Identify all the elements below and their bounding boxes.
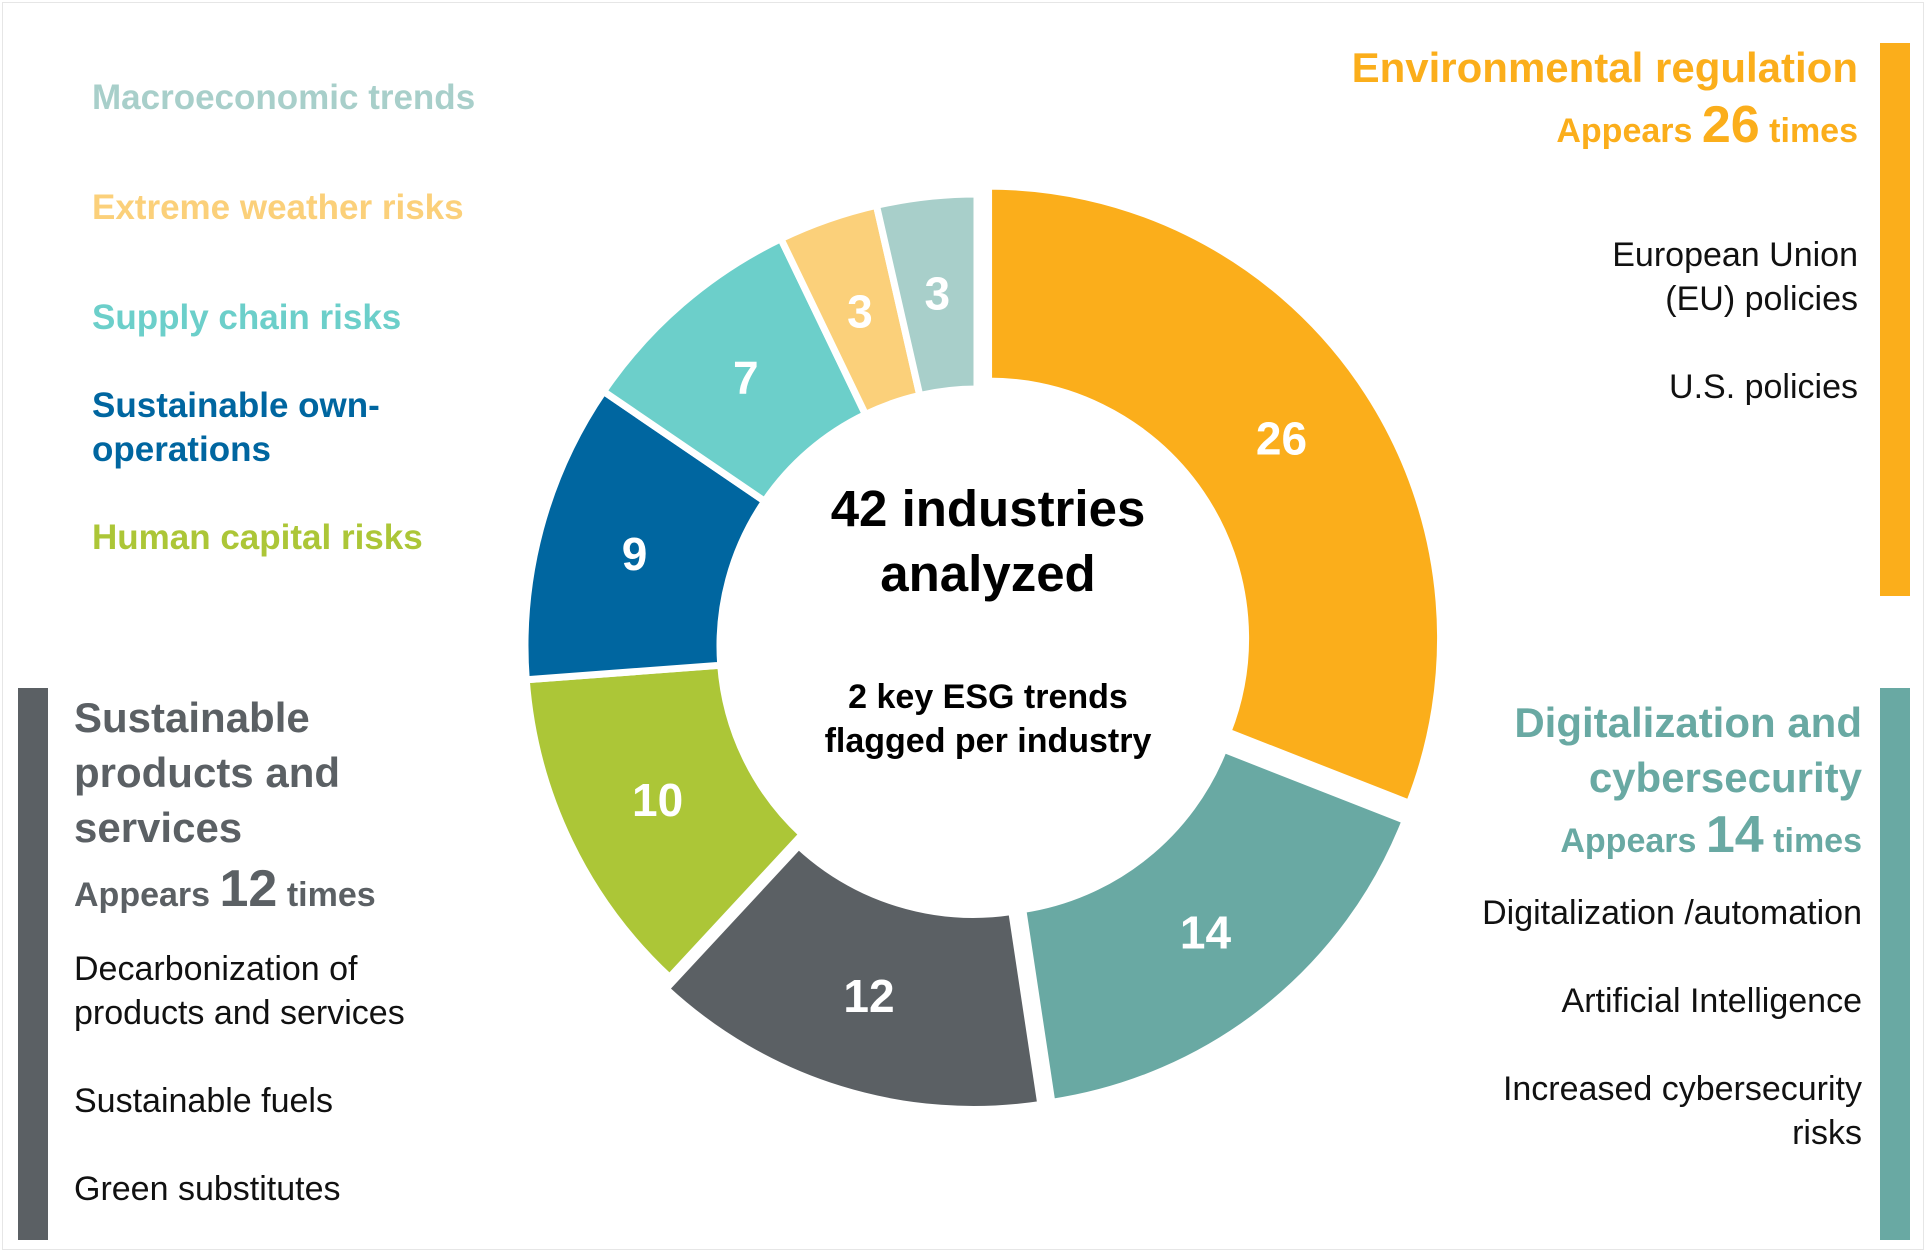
callout-title: Sustainable products and services xyxy=(74,694,341,851)
segment-value-label: 10 xyxy=(632,774,683,826)
appears-count: 12 xyxy=(219,860,278,918)
callout-item: Increased cybersecurity risks xyxy=(1502,1070,1862,1152)
segment-value-label: 9 xyxy=(622,528,648,580)
center-title-line1: 42 industries xyxy=(831,480,1146,537)
callout-bar-environmental xyxy=(1880,43,1910,596)
center-subtitle-line2: flagged per industry xyxy=(825,722,1152,760)
segment-value-label: 12 xyxy=(843,970,894,1022)
callout-environmental: Environmental regulation Appears 26 time… xyxy=(1258,40,1858,409)
callout-item: Digitalization /automation xyxy=(1482,894,1862,932)
callout-item: Sustainable fuels xyxy=(74,1082,333,1120)
callout-item: Green substitutes xyxy=(74,1170,341,1208)
appears-label: Appears xyxy=(1556,112,1693,150)
segment-value-label: 26 xyxy=(1256,412,1307,464)
donut-segment-sustainable-products-and-services xyxy=(661,840,1045,1113)
callout-item: European Union (EU) policies xyxy=(1612,236,1858,318)
donut-segment-human-capital-risks xyxy=(522,661,808,983)
appears-times: times xyxy=(286,876,376,914)
callout-sustainable: Sustainable products and services Appear… xyxy=(74,690,454,1211)
legend-macroeconomic: Macroeconomic trends xyxy=(92,78,476,117)
callout-item: Decarbonization of products and services xyxy=(74,950,405,1032)
appears-label: Appears xyxy=(1560,822,1697,860)
segment-value-label: 3 xyxy=(847,285,873,337)
appears-times: times xyxy=(1769,112,1858,150)
callout-title: Environmental regulation xyxy=(1351,44,1858,91)
segment-value-label: 3 xyxy=(925,268,951,320)
callout-digitalization: Digitalization and cybersecurity Appears… xyxy=(1442,695,1862,1155)
donut-segment-macroeconomic-trends xyxy=(872,190,981,400)
donut-segment-digitalization-and-cybersecurity xyxy=(1018,744,1410,1107)
appears-count: 26 xyxy=(1701,96,1760,154)
center-subtitle-line1: 2 key ESG trends xyxy=(848,678,1128,716)
callout-item: Artificial Intelligence xyxy=(1561,982,1862,1020)
callout-bar-digitalization xyxy=(1880,688,1910,1240)
appears-times: times xyxy=(1773,822,1862,860)
callout-item: U.S. policies xyxy=(1669,368,1858,406)
center-title-line2: analyzed xyxy=(880,545,1095,602)
legend-supply-chain: Supply chain risks xyxy=(92,298,402,337)
legend-human-capital: Human capital risks xyxy=(92,518,423,557)
appears-label: Appears xyxy=(74,876,211,914)
appears-count: 14 xyxy=(1705,806,1764,864)
donut-segment-environmental-regulation xyxy=(985,182,1445,808)
legend-extreme-weather: Extreme weather risks xyxy=(92,188,464,227)
segment-value-label: 7 xyxy=(733,351,759,403)
callout-title: Digitalization and cybersecurity xyxy=(1514,699,1862,801)
legend-own-operations: Sustainable own-operations xyxy=(92,386,380,469)
segment-value-label: 14 xyxy=(1180,907,1232,959)
callout-bar-sustainable xyxy=(18,688,48,1240)
